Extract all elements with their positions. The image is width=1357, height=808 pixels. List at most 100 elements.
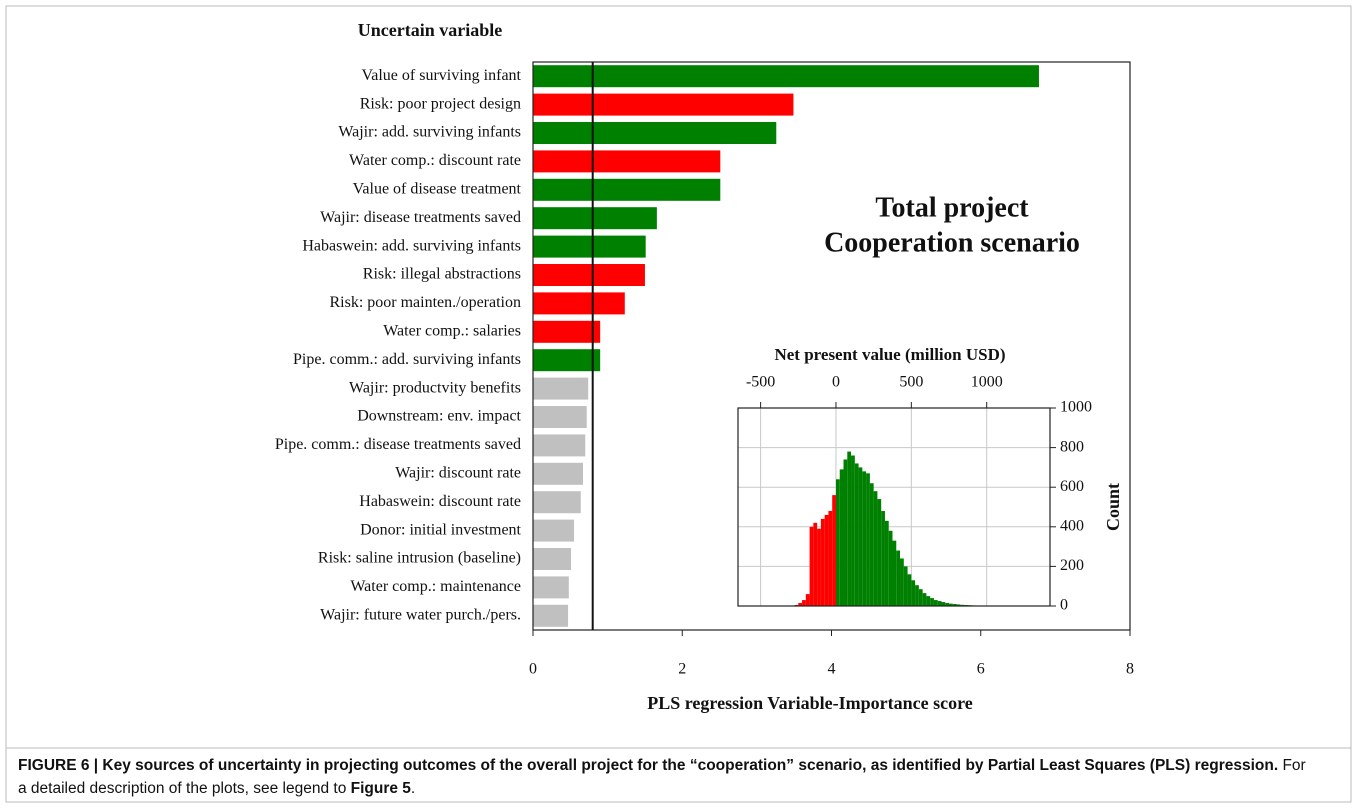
histogram-bar <box>805 594 810 606</box>
histogram-bar <box>824 514 829 606</box>
histogram-bar <box>915 585 919 606</box>
histogram-bar <box>820 518 825 606</box>
x-tick-label: 0 <box>529 661 537 678</box>
bar <box>533 93 794 116</box>
histogram-bar <box>858 467 863 606</box>
category-label: Risk: illegal abstractions <box>363 266 521 283</box>
y-tick-label: 400 <box>1060 517 1084 534</box>
bar <box>533 122 777 144</box>
histogram-bar <box>930 598 934 606</box>
category-label: Value of disease treatment <box>353 180 522 197</box>
histogram-bar <box>843 459 848 606</box>
inset-x-title: Net present value (million USD) <box>774 345 1005 364</box>
y-axis-title: Uncertain variable <box>358 20 502 40</box>
histogram-bar <box>937 601 942 606</box>
histogram-bar <box>854 463 859 606</box>
category-label: Water comp.: discount rate <box>349 152 521 169</box>
histogram-bar <box>813 522 818 606</box>
inset-frame <box>737 407 1051 607</box>
bar <box>533 178 721 201</box>
x-tick-label: 8 <box>1126 661 1134 678</box>
x-axis-title: PLS regression Variable-Importance score <box>647 693 972 713</box>
histogram-bar <box>851 455 855 606</box>
y-tick-label: 600 <box>1060 478 1084 495</box>
category-label: Risk: poor mainten./operation <box>329 294 521 311</box>
category-label: Wajir: add. surviving infants <box>338 124 521 141</box>
figure-frame <box>5 5 1352 803</box>
bar <box>533 264 645 286</box>
histogram-bar <box>877 499 882 606</box>
bar <box>533 207 657 230</box>
histogram-bar <box>884 520 889 606</box>
bar <box>533 576 569 599</box>
histogram-bar <box>900 558 904 606</box>
histogram-bar <box>798 603 803 606</box>
histogram-bar <box>869 483 874 606</box>
bar <box>533 491 581 514</box>
histogram-bar <box>896 550 901 606</box>
caption-text: For a detailed description of the plots,… <box>18 757 1306 797</box>
histogram-bar <box>945 603 950 606</box>
histogram-bar <box>956 604 961 606</box>
category-label: Wajir: future water purch./pers. <box>320 606 521 623</box>
y-tick-label: 0 <box>1060 597 1068 614</box>
histogram-bar <box>952 604 957 606</box>
histogram-bar <box>903 566 908 606</box>
bar <box>533 235 646 258</box>
histogram-bar <box>888 530 893 606</box>
category-label: Pipe. comm.: disease treatments saved <box>275 436 521 453</box>
category-label: Downstream: env. impact <box>357 408 521 425</box>
bar <box>533 150 721 173</box>
bar <box>533 604 569 627</box>
histogram-bar <box>922 593 927 606</box>
bar <box>533 320 601 343</box>
histogram-bar <box>866 473 870 606</box>
bar <box>533 548 572 570</box>
caption-ref: Figure 5 <box>350 780 411 797</box>
histogram-bar <box>835 479 840 606</box>
bar <box>533 292 625 315</box>
histogram-bar <box>862 471 867 606</box>
histogram-bar <box>941 602 946 606</box>
x-tick-label: 0 <box>832 374 840 391</box>
category-label: Risk: poor project design <box>360 95 521 112</box>
caption-title: FIGURE 6 | Key sources of uncertainty in… <box>18 757 1279 774</box>
x-tick-label: 6 <box>977 661 985 678</box>
histogram-bar <box>933 600 938 606</box>
annotation: Total project <box>875 192 1029 223</box>
x-tick-label: 2 <box>678 661 686 678</box>
bar <box>533 519 575 542</box>
histogram-bar <box>918 589 923 606</box>
category-label: Habaswein: add. surviving infants <box>302 237 521 254</box>
y-tick-label: 1000 <box>1060 399 1092 416</box>
inset-y-title: Count <box>1103 483 1123 531</box>
histogram-bar <box>881 510 885 606</box>
x-tick-label: -500 <box>746 374 775 391</box>
y-tick-label: 800 <box>1060 438 1084 455</box>
histogram-bar <box>873 491 878 606</box>
histogram-bar <box>802 600 806 606</box>
category-label: Water comp.: maintenance <box>350 578 521 595</box>
bar <box>533 406 587 428</box>
histogram-bar <box>847 451 852 606</box>
histogram-bar <box>817 528 821 606</box>
category-label: Wajir: disease treatments saved <box>320 209 521 226</box>
caption: FIGURE 6 | Key sources of uncertainty in… <box>18 754 1318 800</box>
category-label: Water comp.: salaries <box>383 322 521 339</box>
bar <box>533 377 589 400</box>
histogram-bar <box>828 510 833 606</box>
category-label: Wajir: productvity benefits <box>349 379 521 396</box>
histogram-bar <box>892 540 897 606</box>
caption-end: . <box>410 780 416 797</box>
x-tick-label: 1000 <box>971 374 1003 391</box>
histogram-bar <box>911 580 916 606</box>
category-label: Donor: initial investment <box>360 521 521 538</box>
y-tick-label: 200 <box>1060 557 1084 574</box>
bar <box>533 65 1039 88</box>
category-label: Value of surviving infant <box>361 67 521 84</box>
histogram-bar <box>809 526 814 606</box>
histogram-bar <box>839 469 844 606</box>
bar <box>533 434 586 457</box>
